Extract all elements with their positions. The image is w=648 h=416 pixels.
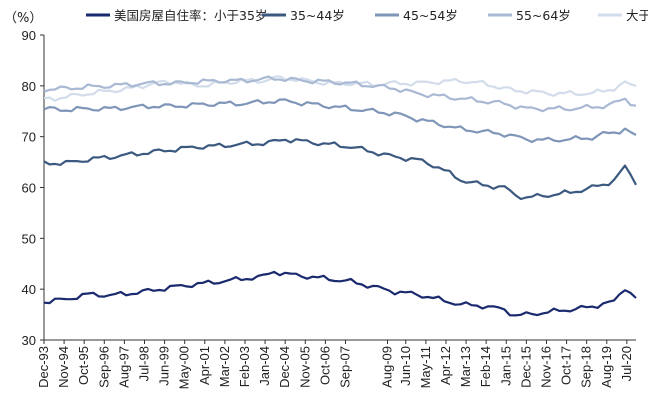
legend-label: 美国房屋自住率：小于35岁 [114,8,267,23]
x-tick-label: Nov-16 [538,346,553,388]
legend-label: 45~54岁 [403,8,458,23]
x-tick-label: Jul-20 [619,346,634,381]
unit-label: （%） [4,11,42,26]
x-tick-label: Apr-12 [438,346,453,385]
y-tick-label: 60 [22,181,36,196]
y-tick-label: 80 [22,79,36,94]
x-tick-label: Feb-03 [237,346,252,387]
x-tick-label: Jan-15 [498,346,513,386]
legend-label: 大于65岁 [626,8,648,23]
series-line [43,75,637,102]
x-tick-label: Aug-09 [380,346,395,388]
series-line [43,98,637,144]
y-tick-label: 30 [22,333,36,348]
legend-label: 35~44岁 [290,8,345,23]
legend-label: 55~64岁 [516,8,571,23]
x-tick-label: May-11 [418,346,433,388]
x-tick-label: Nov-94 [56,346,71,388]
x-tick-label: Jan-04 [257,346,272,386]
y-tick-label: 70 [22,130,36,145]
x-tick-label: Aug-19 [599,346,614,388]
x-tick-label: Jun-99 [157,346,172,386]
series-line [43,138,637,201]
x-tick-label: Feb-14 [478,346,493,387]
series-lines [43,75,637,317]
series-line [43,270,637,317]
x-tick-label: Dec-15 [518,346,533,388]
y-tick-label: 50 [22,231,36,246]
x-tick-label: Sep-96 [96,346,111,388]
x-tick-label: Apr-01 [197,346,212,385]
x-tick-label: Aug-97 [116,346,131,388]
x-tick-label: Dec-04 [277,346,292,388]
x-axis: Dec-93 Nov-94 Oct-95 Sep-96 Aug-97 Jul-98 Jun-… [36,339,636,389]
legend: 美国房屋自住率：小于35岁 35~44岁 45~54岁 55~64岁 大于65岁 [86,8,648,23]
x-tick-label: Oct-06 [317,346,332,385]
x-tick-label: Dec-93 [36,346,51,388]
x-tick-label: Nov-05 [297,346,312,388]
x-tick-label: Jun-10 [398,346,413,386]
x-tick-label: May-00 [177,346,192,389]
x-tick-label: Oct-17 [559,346,574,385]
x-tick-label: Mar-13 [458,346,473,387]
y-axis: 30 40 50 60 70 80 90 [22,28,45,348]
x-tick-label: Jul-98 [136,346,151,381]
x-tick-label: Mar-02 [217,346,232,387]
y-tick-label: 40 [22,282,36,297]
x-tick-label: Sep-07 [337,346,352,388]
x-tick-label: Sep-18 [579,346,594,388]
y-tick-label: 90 [22,28,36,43]
x-tick-label: Oct-95 [76,346,91,385]
series-line [43,75,637,113]
